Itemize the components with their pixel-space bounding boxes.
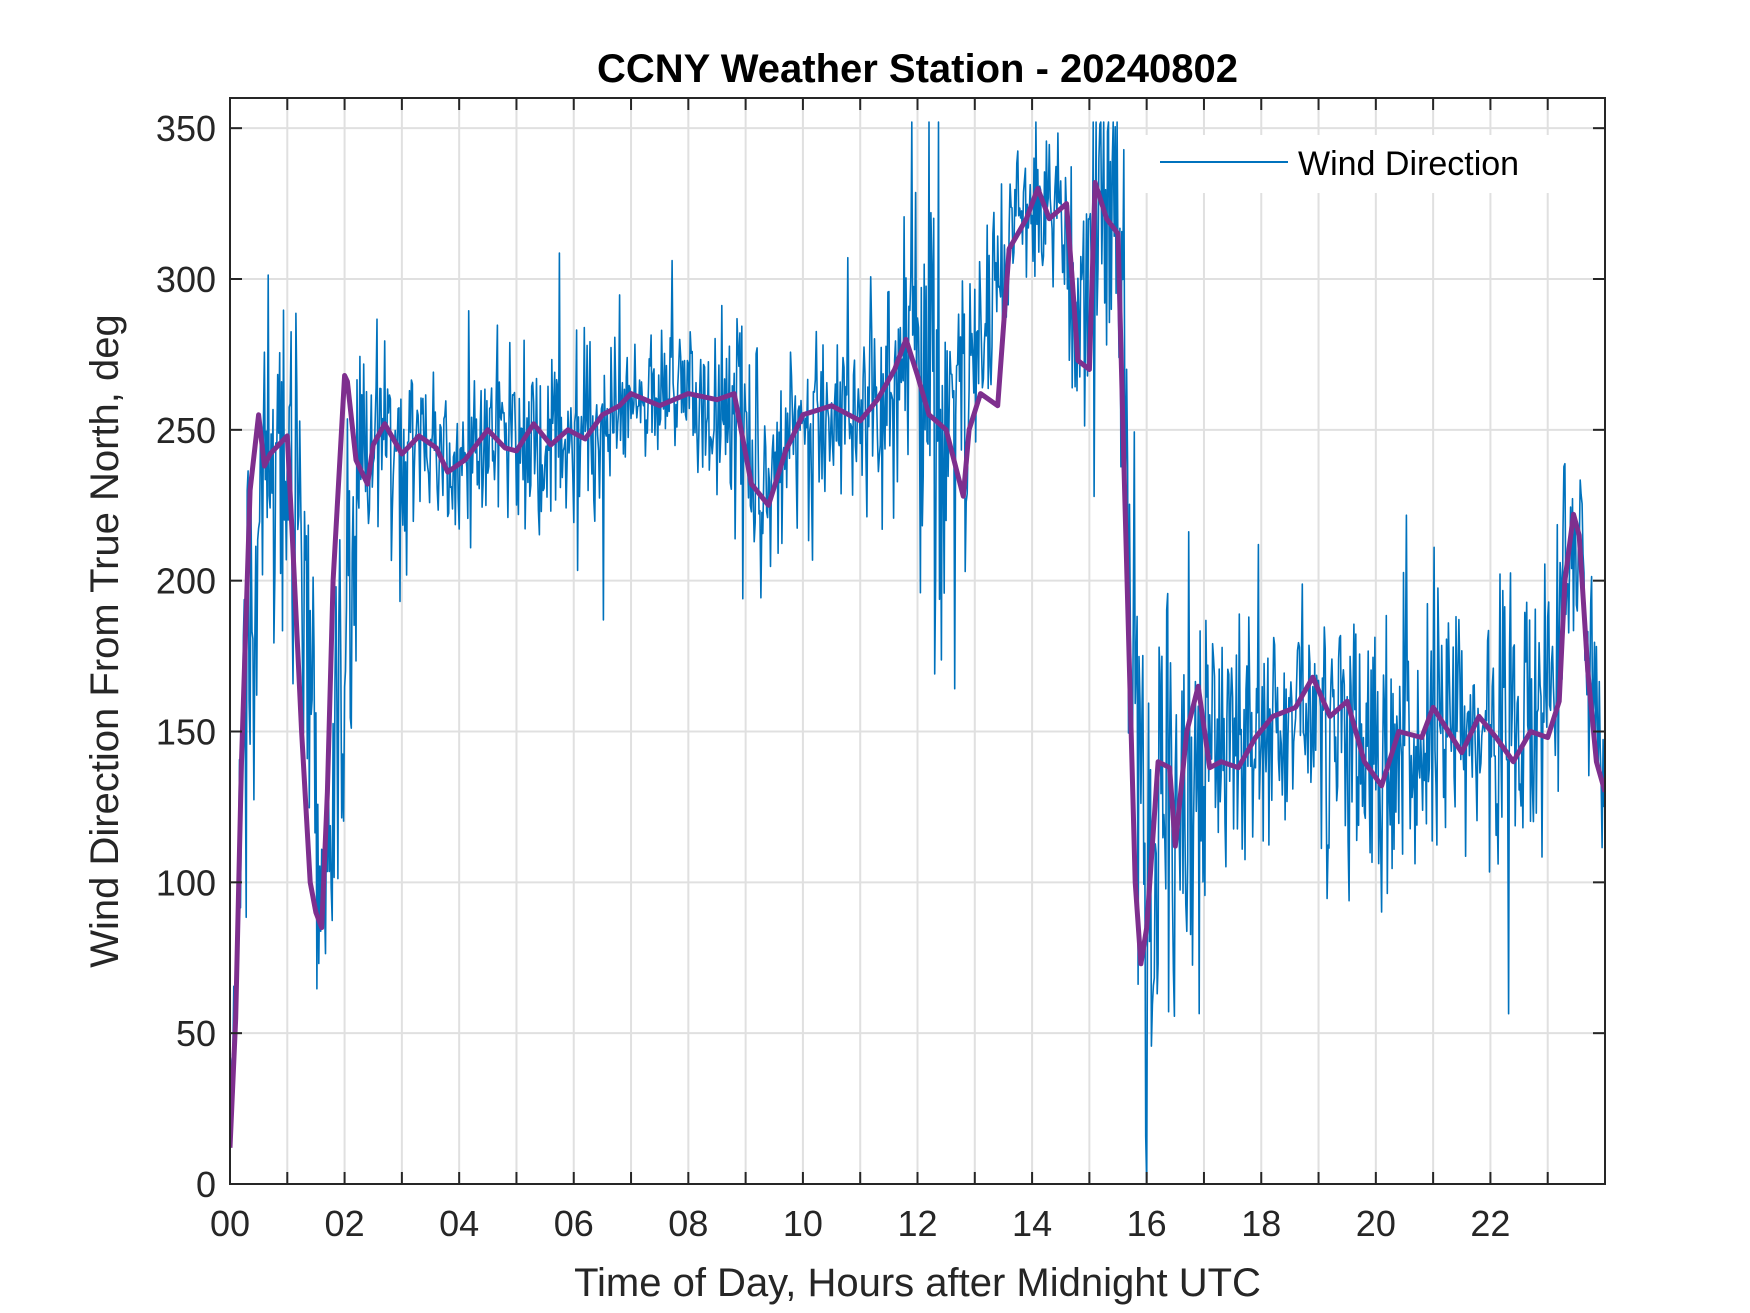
y-tick-label: 50 [176,1013,216,1054]
x-tick-label: 14 [1012,1203,1052,1244]
x-tick-label: 10 [783,1203,823,1244]
y-tick-label: 350 [156,108,216,149]
x-tick-label: 02 [325,1203,365,1244]
wind-direction-line [230,121,1605,1184]
y-axis-label: Wind Direction From True North, deg [83,314,127,968]
legend-label-wind-direction: Wind Direction [1298,145,1519,183]
x-tick-label: 04 [439,1203,479,1244]
x-tick-label: 00 [210,1203,250,1244]
legend-box [1140,135,1585,193]
x-tick-label: 18 [1241,1203,1281,1244]
legend: Wind Direction [1140,135,1585,193]
x-tick-label: 22 [1470,1203,1510,1244]
y-tick-label: 300 [156,259,216,300]
y-tick-label: 150 [156,712,216,753]
series-layer [230,121,1605,1184]
ticks: 00 02 04 06 08 10 12 14 16 18 20 22 0 50 100 150 200 250 3… [156,98,1606,1244]
x-tick-label: 12 [897,1203,937,1244]
smoothed-wind-direction-line [230,180,1605,1148]
y-tick-label: 100 [156,862,216,903]
x-tick-label: 20 [1356,1203,1396,1244]
x-tick-label: 16 [1127,1203,1167,1244]
x-tick-label: 08 [668,1203,708,1244]
x-axis-label: Time of Day, Hours after Midnight UTC [574,1261,1261,1305]
y-tick-label: 200 [156,561,216,602]
x-tick-label: 06 [554,1203,594,1244]
y-tick-label: 0 [196,1164,216,1205]
chart-title: CCNY Weather Station - 20240802 [597,47,1238,91]
y-tick-label: 250 [156,410,216,451]
